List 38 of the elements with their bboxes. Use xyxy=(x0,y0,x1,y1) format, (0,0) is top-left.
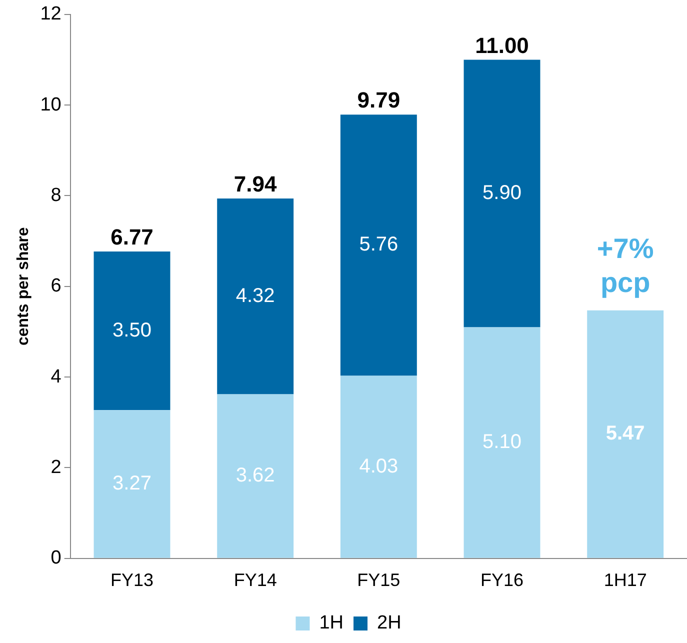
data-label: 3.50 xyxy=(112,319,152,342)
y-axis-title: cents per share xyxy=(15,227,32,346)
total-label: 9.79 xyxy=(357,88,400,113)
bar xyxy=(217,394,294,558)
y-tick-label: 8 xyxy=(50,184,62,206)
y-tick-label: 0 xyxy=(50,548,62,569)
x-tick-label: FY13 xyxy=(110,570,154,590)
bar xyxy=(587,310,664,558)
total-label: 11.00 xyxy=(475,32,529,58)
bar xyxy=(340,376,417,558)
total-label: 7.94 xyxy=(234,172,278,197)
y-tick-label: 10 xyxy=(40,94,62,116)
bar xyxy=(94,410,170,558)
y-tick-label: 4 xyxy=(50,366,62,388)
x-tick-label: FY16 xyxy=(480,570,524,590)
y-tick-label: 6 xyxy=(50,276,62,297)
data-label: 5.10 xyxy=(482,431,522,454)
x-tick-label: FY15 xyxy=(357,570,400,590)
y-tick-label: 12 xyxy=(40,4,62,25)
bar xyxy=(464,327,540,558)
data-label: 4.32 xyxy=(236,284,275,307)
data-label: 5.90 xyxy=(482,182,522,204)
data-label: 3.62 xyxy=(236,464,275,487)
bar xyxy=(217,198,294,394)
data-label: 3.27 xyxy=(112,472,152,495)
legend-label: 2H xyxy=(377,612,402,634)
y-tick-label: 2 xyxy=(50,456,62,478)
annotation: +7% pcp xyxy=(596,233,654,298)
data-label: 5.76 xyxy=(359,234,398,256)
bar xyxy=(340,114,417,376)
x-tick-label: 1H17 xyxy=(604,570,647,590)
legend-label: 1H xyxy=(319,612,344,634)
bar xyxy=(464,60,540,328)
data-label: 4.03 xyxy=(359,455,398,478)
bar xyxy=(94,251,170,410)
x-tick-label: FY14 xyxy=(234,570,277,590)
data-label: 5.47 xyxy=(606,422,645,445)
total-label: 6.77 xyxy=(110,224,154,250)
